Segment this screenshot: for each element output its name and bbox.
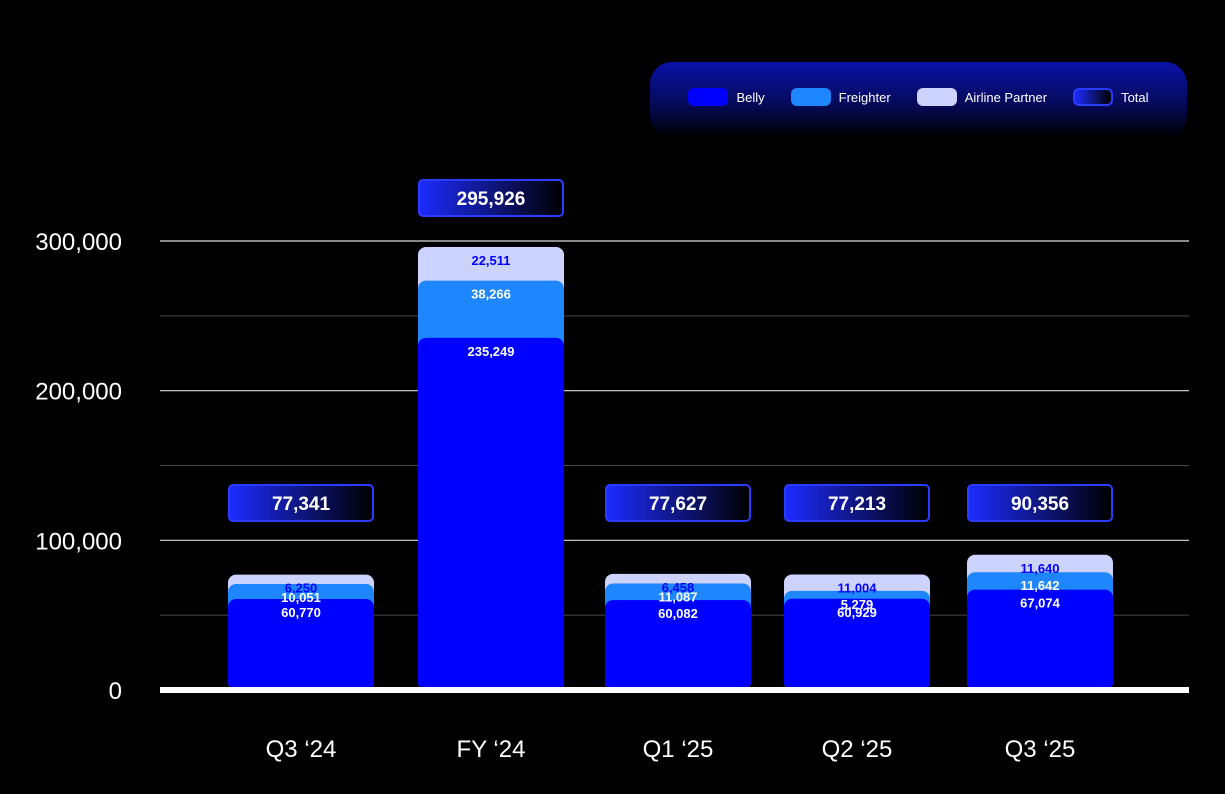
total-box [605,484,751,522]
legend-label-total: Total [1121,89,1149,105]
total-label: 77,341 [272,494,331,515]
legend-swatch-belly [688,88,729,106]
total-box [418,178,564,217]
value-label-airline-partner: 6,458 [662,580,695,595]
legend-label-freighter: Freighter [838,89,891,105]
value-label-freighter: 10,051 [281,590,321,605]
bar-segment-belly [784,598,930,690]
x-tick-label: FY ‘24 [457,736,526,763]
y-tick-label: 0 [109,678,122,705]
total-label: 90,356 [1011,494,1069,515]
bar-segment-belly [418,337,564,690]
axes: 0 100,000 200,000 300,000 Q3 ‘24 FY ‘24 Q1 ‘25… [35,229,1189,763]
value-label-airline-partner: 22,511 [471,253,510,268]
value-label-airline-partner: 6,250 [285,581,318,596]
bar-segment-belly [967,589,1113,690]
legend-label-belly: Belly [736,89,765,105]
y-tick-label: 200,000 [35,379,122,406]
x-tick-label: Q3 ‘24 [266,736,337,763]
y-tick-label: 100,000 [35,528,122,555]
value-label-freighter: 11,087 [658,589,697,604]
value-label-belly: 235,249 [468,344,515,359]
total-box [228,484,374,522]
bar-segment-belly [228,599,374,690]
bars [228,246,1113,690]
legend-swatch-airline-partner [916,88,957,106]
bar-segment-belly [605,600,751,690]
legend-item-belly: Belly [688,88,765,106]
value-label-belly: 60,082 [658,606,698,621]
x-tick-label: Q3 ‘25 [1005,736,1076,763]
total-box [967,484,1113,522]
total-label: 77,627 [649,494,707,515]
value-label-freighter: 38,266 [471,287,511,302]
legend-item-airline-partner: Airline Partner [916,88,1048,106]
legend-label-airline-partner: Airline Partner [964,89,1048,105]
x-axis-baseline [160,687,1189,693]
x-tick-label: Q2 ‘25 [822,736,893,763]
value-label-belly: 67,074 [1020,596,1061,611]
value-label-belly: 60,929 [837,605,877,620]
value-label-belly: 60,770 [281,605,321,620]
value-label-airline-partner: 11,640 [1020,561,1059,576]
total-box [784,484,930,522]
legend-swatch-freighter [790,88,831,106]
value-label-freighter: 5,279 [841,597,874,612]
legend-item-total: Total [1073,88,1149,106]
chart-legend: Belly Freighter Airline Partner Total [650,62,1187,138]
y-tick-label: 300,000 [35,229,122,256]
value-label-airline-partner: 11,004 [837,580,877,595]
x-tick-label: Q1 ‘25 [643,736,714,763]
total-label: 77,213 [828,494,886,515]
legend-swatch-total [1073,88,1114,106]
legend-item-freighter: Freighter [790,88,891,106]
value-label-freighter: 11,642 [1020,578,1059,593]
total-label: 295,926 [457,189,526,210]
